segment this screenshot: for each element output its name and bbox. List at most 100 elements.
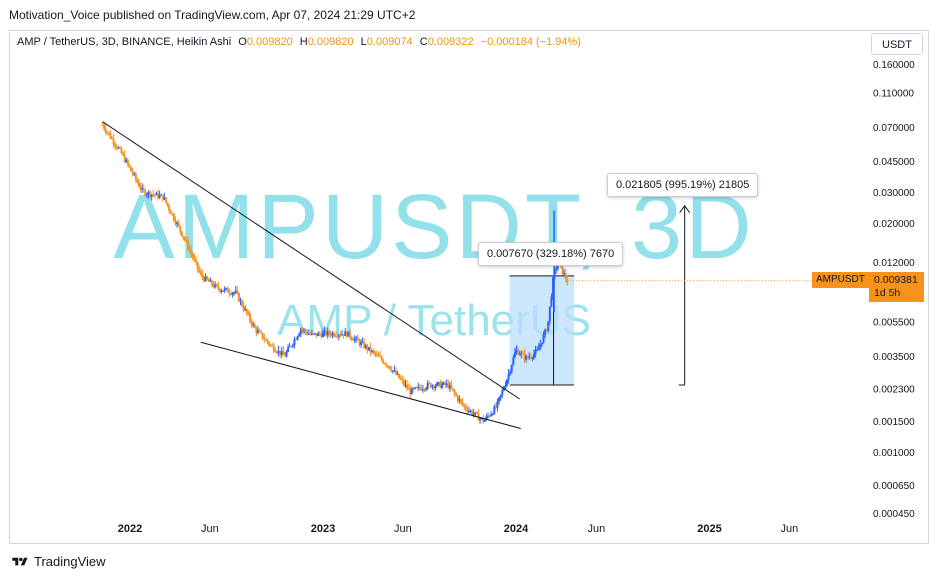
candle-body — [136, 179, 139, 183]
price-range-measure-label[interactable]: 0.007670 (329.18%) 7670 — [478, 242, 624, 266]
candle-body — [191, 254, 194, 259]
candle-body — [144, 190, 147, 196]
candle-body — [112, 138, 115, 145]
symbol-price-label: AMPUSDT — [812, 272, 869, 288]
candle-body — [563, 273, 566, 275]
candle-body — [180, 231, 183, 237]
candle-body — [517, 349, 520, 355]
candle-body — [253, 324, 256, 329]
legend-symbol: AMP / TetherUS, 3D, BINANCE, Heikin Ashi — [17, 36, 232, 48]
candle-body — [206, 276, 209, 280]
candle-body — [344, 331, 347, 336]
candle-body — [445, 383, 448, 385]
candle-body — [153, 194, 156, 196]
candle-body — [256, 330, 259, 333]
candle-body — [320, 334, 323, 338]
candle-body — [418, 386, 421, 389]
candle-body — [204, 276, 207, 282]
currency-button[interactable]: USDT — [871, 33, 923, 55]
candle-body — [137, 182, 140, 187]
candle-body — [193, 258, 196, 260]
candle-body — [529, 357, 532, 359]
candle-body — [404, 384, 407, 386]
candle-body — [295, 339, 298, 341]
candle-body — [539, 344, 542, 348]
candle-body — [537, 347, 540, 351]
candle-body — [288, 346, 291, 348]
candle-body — [472, 414, 475, 416]
candle-body — [239, 300, 242, 302]
candle-body — [296, 336, 299, 340]
x-tick-label: 2023 — [311, 523, 335, 535]
upper-trendline — [102, 121, 520, 400]
candle-body — [255, 328, 258, 333]
candle-body — [195, 259, 198, 263]
candle-body — [486, 416, 489, 418]
candle-body — [402, 380, 405, 385]
candle-body — [277, 350, 280, 354]
candle-body — [201, 274, 204, 278]
candle-body — [328, 331, 331, 335]
candle-body — [374, 352, 377, 355]
candle-body — [188, 249, 191, 251]
candle-body — [431, 385, 434, 388]
candle-body — [329, 334, 332, 336]
candle-body — [164, 197, 167, 203]
candle-body — [280, 351, 283, 355]
candle-body — [410, 388, 413, 395]
candle-body — [261, 333, 264, 339]
y-tick-label: 0.045000 — [873, 157, 915, 168]
candle-body — [326, 331, 329, 336]
candle-body — [142, 188, 145, 191]
legend-change: −0.000184 (−1.94%) — [480, 36, 581, 48]
candle-body — [306, 331, 309, 335]
candle-body — [552, 277, 555, 297]
candle-body — [420, 388, 423, 391]
candle-body — [203, 277, 206, 282]
candle-body — [217, 285, 220, 290]
x-tick-label: 2024 — [504, 523, 529, 535]
candle-body — [406, 384, 409, 389]
candle-body — [287, 347, 290, 352]
last-price-label: 0.009381 1d 5h — [869, 272, 924, 302]
candle-body — [120, 148, 123, 154]
candle-body — [555, 268, 558, 270]
y-tick-label: 0.003500 — [873, 352, 915, 363]
candle-body — [218, 289, 221, 292]
chart-frame[interactable] — [9, 30, 929, 544]
candle-body — [482, 417, 485, 422]
candle-body — [366, 345, 369, 351]
candle-body — [547, 321, 550, 332]
price-target-measure-label[interactable]: 0.021805 (995.19%) 21805 — [607, 173, 759, 197]
candle-body — [369, 347, 372, 353]
candle-body — [309, 333, 312, 335]
y-tick-label: 0.160000 — [873, 60, 915, 71]
candle-body — [117, 147, 120, 149]
candle-body — [428, 383, 431, 385]
candle-body — [507, 373, 510, 380]
candle-body — [375, 354, 378, 356]
candle-body — [209, 280, 212, 282]
candle-body — [383, 363, 386, 365]
candle-body — [532, 353, 535, 358]
candle-body — [220, 290, 223, 292]
ohlc-legend: AMP / TetherUS, 3D, BINANCE, Heikin Ashi… — [17, 36, 581, 48]
candle-body — [525, 356, 528, 360]
candle-body — [222, 290, 225, 292]
candle-body — [390, 368, 393, 372]
y-tick-label: 0.030000 — [873, 188, 915, 199]
candle-body — [458, 399, 461, 401]
footer-branding[interactable]: TradingView — [11, 552, 106, 572]
candle-body — [447, 383, 450, 389]
candle-body — [252, 324, 255, 326]
candle-body — [388, 366, 391, 369]
candle-body — [496, 401, 499, 408]
candle-body — [501, 390, 504, 395]
candle-body — [561, 265, 564, 275]
candle-body — [412, 388, 415, 390]
candle-body — [291, 344, 294, 347]
candle-body — [387, 365, 390, 367]
candle-body — [244, 309, 247, 311]
candle-body — [228, 292, 231, 294]
